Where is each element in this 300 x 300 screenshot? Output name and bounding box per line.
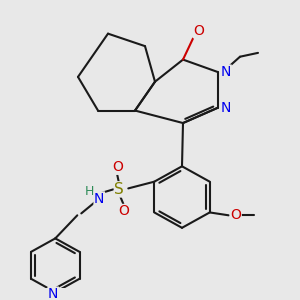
Text: O: O xyxy=(194,24,204,38)
Text: O: O xyxy=(118,205,129,218)
Text: N: N xyxy=(221,65,231,79)
Text: H: H xyxy=(85,185,94,198)
Text: O: O xyxy=(112,160,123,174)
Text: N: N xyxy=(48,287,58,300)
Text: N: N xyxy=(94,192,104,206)
Text: S: S xyxy=(114,182,124,197)
Text: N: N xyxy=(221,101,231,115)
Text: O: O xyxy=(230,208,241,222)
